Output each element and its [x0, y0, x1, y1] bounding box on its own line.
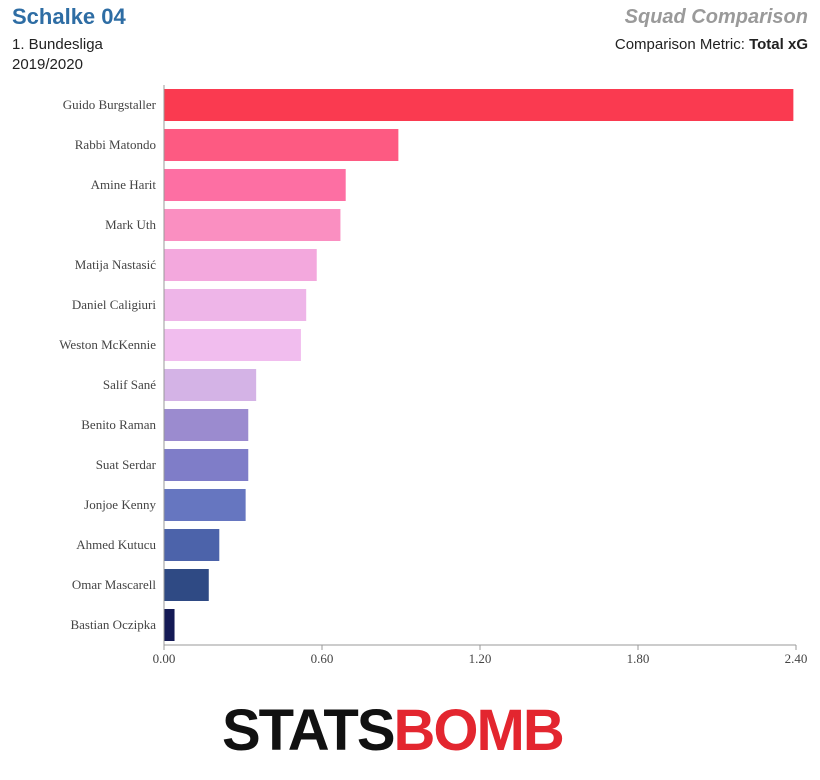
category-label: Suat Serdar [96, 457, 157, 472]
category-label: Bastian Oczipka [70, 617, 156, 632]
chart-title: Squad Comparison [624, 6, 808, 28]
category-label: Ahmed Kutucu [76, 537, 156, 552]
category-label: Amine Harit [91, 177, 157, 192]
competition-label: 1. Bundesliga [12, 36, 103, 53]
category-label: Omar Mascarell [72, 577, 156, 592]
season-label: 2019/2020 [12, 56, 83, 73]
category-label: Mark Uth [105, 217, 156, 232]
bar [164, 249, 317, 281]
category-label: Jonjoe Kenny [84, 497, 156, 512]
logo-bomb-text: BOMB [393, 698, 565, 763]
team-title: Schalke 04 [12, 4, 126, 29]
category-label: Weston McKennie [59, 337, 156, 352]
statsbomb-logo: STATSBOMB [222, 702, 565, 760]
x-tick-label: 1.20 [469, 651, 492, 666]
category-label: Matija Nastasić [75, 257, 156, 272]
bar [164, 329, 301, 361]
bar [164, 169, 346, 201]
bar [164, 449, 249, 481]
category-label: Salif Sané [103, 377, 156, 392]
category-label: Benito Raman [81, 417, 156, 432]
metric-value: Total xG [749, 36, 808, 53]
bar [164, 369, 257, 401]
x-tick-label: 0.00 [153, 651, 176, 666]
bar-chart: Guido Burgstaller Rabbi Matondo Amine Hari… [59, 85, 808, 666]
bar [164, 289, 307, 321]
x-tick-label: 0.60 [311, 651, 334, 666]
bar [164, 209, 341, 241]
bar [164, 529, 220, 561]
bar [164, 129, 399, 161]
metric-line: Comparison Metric: Total xG [615, 36, 808, 53]
metric-label: Comparison Metric: [614, 36, 745, 53]
x-tick-label: 2.40 [785, 651, 808, 666]
bar [164, 89, 794, 121]
bar [164, 489, 246, 521]
bar [164, 569, 209, 601]
x-tick-label: 1.80 [627, 651, 650, 666]
category-label: Rabbi Matondo [75, 137, 156, 152]
category-label: Guido Burgstaller [63, 97, 157, 112]
bar [164, 409, 249, 441]
bar [164, 609, 175, 641]
logo-stats-text: STATS [222, 698, 396, 763]
category-label: Daniel Caligiuri [72, 297, 157, 312]
